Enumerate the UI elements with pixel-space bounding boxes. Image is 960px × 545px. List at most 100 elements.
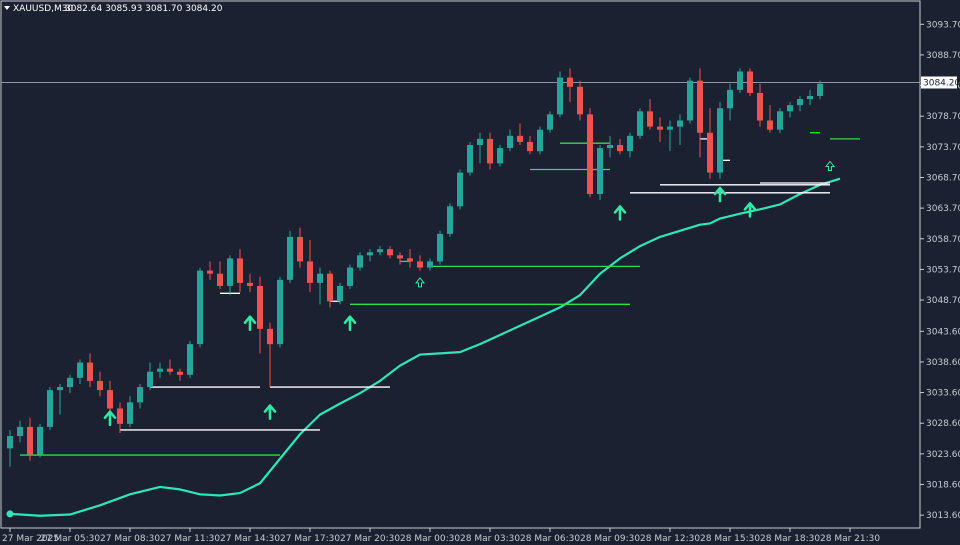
candle[interactable] <box>127 396 133 427</box>
candle[interactable] <box>467 141 473 176</box>
candle[interactable] <box>237 249 243 293</box>
candle[interactable] <box>277 276 283 348</box>
candle[interactable] <box>407 249 413 268</box>
candle[interactable] <box>757 83 763 127</box>
candle[interactable] <box>627 132 633 158</box>
candle-body <box>517 135 523 142</box>
candle[interactable] <box>147 362 153 391</box>
candle-body <box>487 138 493 164</box>
candle[interactable] <box>347 264 353 290</box>
candle[interactable] <box>567 68 573 103</box>
candle[interactable] <box>227 255 233 296</box>
candle[interactable] <box>417 255 423 271</box>
candle[interactable] <box>767 105 773 133</box>
candle[interactable] <box>537 126 543 155</box>
candle[interactable] <box>517 123 523 146</box>
candle[interactable] <box>707 108 713 179</box>
candle[interactable] <box>167 359 173 375</box>
candle[interactable] <box>47 387 53 430</box>
candle[interactable] <box>777 108 783 133</box>
candle[interactable] <box>427 258 433 271</box>
candle[interactable] <box>607 135 613 158</box>
candle[interactable] <box>37 423 43 458</box>
candle[interactable] <box>187 341 193 378</box>
candle[interactable] <box>807 89 813 106</box>
candle[interactable] <box>487 132 493 170</box>
candle[interactable] <box>797 95 803 112</box>
candle[interactable] <box>17 420 23 443</box>
candle[interactable] <box>267 322 273 388</box>
candle[interactable] <box>207 261 213 280</box>
candle[interactable] <box>67 374 73 394</box>
candle[interactable] <box>157 362 163 378</box>
candle[interactable] <box>647 99 653 130</box>
candle-body <box>137 387 143 403</box>
current-price-box-bg <box>921 76 957 89</box>
candle[interactable] <box>287 230 293 283</box>
candle[interactable] <box>787 102 793 118</box>
time-tick-label: 27 Mar 20:30 <box>340 534 400 544</box>
candle-body <box>227 258 233 286</box>
candle[interactable] <box>77 359 83 384</box>
candle[interactable] <box>177 368 183 381</box>
candle[interactable] <box>197 267 203 348</box>
candle[interactable] <box>137 383 143 409</box>
candle[interactable] <box>337 282 343 305</box>
candle[interactable] <box>597 145 603 201</box>
candle[interactable] <box>57 383 63 415</box>
candle[interactable] <box>507 129 513 152</box>
candle[interactable] <box>297 227 303 268</box>
candle[interactable] <box>557 71 563 118</box>
candle[interactable] <box>717 102 723 179</box>
price-axis[interactable]: 3013.60 3018.60 3023.60 3028.60 3033.60 3038.… <box>920 20 960 521</box>
candle[interactable] <box>747 68 753 96</box>
candle[interactable] <box>7 429 13 467</box>
candle[interactable] <box>657 117 663 142</box>
candle[interactable] <box>357 252 363 271</box>
candle[interactable] <box>697 68 703 158</box>
candle[interactable] <box>587 108 593 198</box>
candle[interactable] <box>27 417 33 461</box>
candle[interactable] <box>397 252 403 265</box>
candle[interactable] <box>497 145 503 167</box>
candle[interactable] <box>817 80 823 100</box>
candle[interactable] <box>667 120 673 152</box>
candle[interactable] <box>257 276 263 354</box>
candle[interactable] <box>377 246 383 256</box>
candle-body <box>117 408 123 424</box>
time-tick-label: 27 Mar 2025 <box>2 534 59 544</box>
candle[interactable] <box>527 135 533 155</box>
candle[interactable] <box>307 239 313 293</box>
candle[interactable] <box>687 77 693 124</box>
candle[interactable] <box>617 138 623 155</box>
candle[interactable] <box>117 402 123 434</box>
candle[interactable] <box>87 353 93 388</box>
candle-body <box>17 426 23 437</box>
candle[interactable] <box>317 267 323 305</box>
candle[interactable] <box>437 230 443 265</box>
candle-body <box>557 77 563 115</box>
buy-arrow-outline-icon <box>414 277 426 288</box>
candle[interactable] <box>477 132 483 164</box>
candle[interactable] <box>97 371 103 397</box>
candle[interactable] <box>367 249 373 262</box>
candle[interactable] <box>577 80 583 121</box>
candle[interactable] <box>107 380 113 415</box>
candle[interactable] <box>727 83 733 121</box>
candle[interactable] <box>327 270 333 308</box>
candle[interactable] <box>457 169 463 210</box>
candle[interactable] <box>247 273 253 293</box>
buy-arrows-group <box>103 160 836 426</box>
candle[interactable] <box>217 261 223 290</box>
candle[interactable] <box>677 114 683 146</box>
symbol-menu-icon[interactable] <box>4 6 10 10</box>
candles-group[interactable] <box>7 68 823 467</box>
candle[interactable] <box>447 203 453 237</box>
candle[interactable] <box>547 111 553 133</box>
candle[interactable] <box>637 108 643 139</box>
candle[interactable] <box>387 246 393 259</box>
candle[interactable] <box>737 68 743 93</box>
